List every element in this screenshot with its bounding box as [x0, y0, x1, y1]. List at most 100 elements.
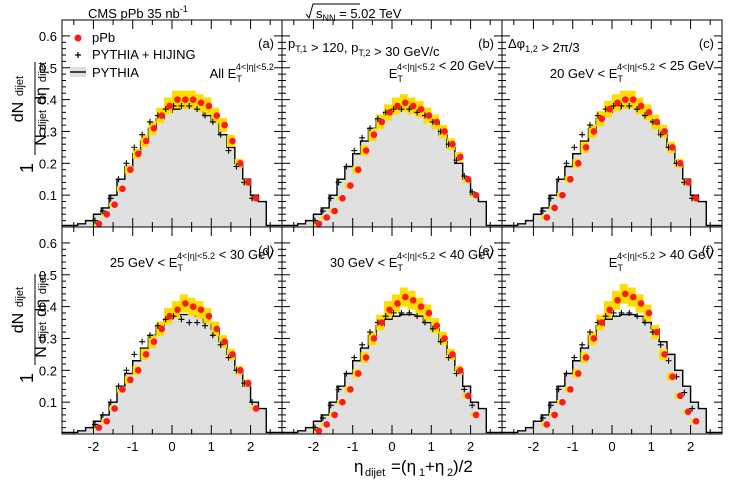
ppb-point: [315, 220, 323, 228]
pythia-hijing-point: [351, 147, 358, 154]
pythia-line: [502, 313, 722, 434]
y-tick-label: 0.5: [39, 61, 57, 76]
ppb-point: [166, 102, 173, 110]
pythia-hijing-point: [178, 316, 185, 323]
pythia-hijing-point: [539, 208, 546, 215]
svg-text:dη: dη: [33, 87, 50, 105]
ppb-point: [449, 351, 456, 358]
ppb-point: [197, 99, 205, 107]
ppb-point: [402, 293, 409, 301]
pythia-hijing-point: [437, 338, 444, 345]
pythia-fill: [502, 314, 722, 434]
pythia-hijing-point: [217, 341, 224, 348]
pythia-hijing-point: [115, 383, 122, 390]
ppb-point: [574, 370, 582, 377]
ppb-point: [166, 312, 173, 320]
ppb-point: [543, 214, 551, 221]
ppb-point: [441, 335, 448, 342]
ppb-point: [111, 405, 118, 412]
pythia-hijing-point: [359, 134, 366, 141]
pythia-fill: [62, 107, 282, 227]
ppb-point: [692, 417, 700, 425]
pythia-hijing-point: [107, 399, 114, 406]
x-tick-label: -1: [567, 439, 579, 454]
legend-ppb-marker: [74, 34, 82, 42]
legend-pythia-label: PYTHIA: [92, 65, 139, 80]
ppb-point: [457, 153, 464, 161]
pythia-hijing-point: [398, 106, 405, 113]
svg-text:dijet: dijet: [37, 110, 49, 130]
y-tick-label: 0.2: [39, 156, 57, 171]
ppb-point: [134, 367, 142, 374]
ppb-point: [433, 118, 441, 126]
pythia-hijing-point: [610, 102, 617, 109]
energy-label: sNN = 5.02 TeV: [305, 3, 402, 23]
ppb-point: [677, 392, 684, 400]
pythia-hijing-point: [547, 195, 554, 202]
panel-annotation-text: 20 GeV < ET4<|η|<5.2 < 25 GeV: [550, 58, 714, 84]
ppb-point: [590, 335, 598, 342]
ppb-point: [677, 160, 684, 167]
pythia-hijing-point: [618, 102, 625, 109]
pythia-hijing-point: [343, 163, 350, 170]
pythia-hijing-point: [107, 195, 114, 202]
ppb-point: [103, 417, 111, 425]
ppb-point: [629, 293, 637, 301]
ppb-point: [213, 325, 221, 333]
panel-letter: (f): [702, 243, 714, 258]
header: CMS pPb 35 nb-1 sNN = 5.02 TeV: [88, 3, 402, 23]
ppb-point: [229, 137, 236, 145]
pythia-hijing-point: [618, 309, 625, 316]
ppb-point: [472, 191, 480, 199]
panel-annotation-text: Δφ1,2 > 2π/3: [508, 36, 580, 55]
pythia-hijing-point: [186, 319, 193, 326]
ppb-point: [622, 96, 629, 103]
ppb-point: [614, 99, 621, 107]
pythia-hijing-point: [563, 160, 570, 167]
ppb-point: [378, 118, 386, 126]
ppb-point: [661, 128, 668, 135]
x-tick-label: 1: [428, 439, 435, 454]
x-tick-label: 0: [388, 439, 395, 454]
svg-text:dijet: dijet: [14, 76, 26, 96]
panels: 0.1 0.2 0.3 0.4 0.5 0.6 (a) All ET4<|η|<5.2 (b) p…: [39, 19, 723, 454]
ppb-point: [134, 150, 142, 158]
ppb-point: [472, 411, 480, 419]
pythia-hijing-point: [319, 415, 326, 422]
svg-text:N: N: [33, 134, 50, 146]
ppb-point: [637, 102, 645, 110]
svg-text:dijet: dijet: [37, 62, 49, 82]
pythia-hijing-point: [154, 322, 161, 329]
ppb-point: [370, 335, 378, 342]
y-tick-label: 0.1: [39, 395, 57, 410]
ppb-point: [409, 296, 417, 304]
svg-text:dN: dN: [10, 313, 27, 333]
svg-text:dijet: dijet: [14, 287, 26, 307]
ppb-point: [339, 195, 346, 202]
ppb-point: [221, 338, 228, 345]
x-tick-label: -1: [127, 439, 139, 454]
ppb-point: [354, 370, 362, 377]
svg-text:1: 1: [419, 467, 425, 479]
ppb-point: [582, 354, 590, 361]
pythia-hijing-point: [453, 370, 460, 377]
pythia-hijing-point: [579, 131, 586, 138]
pythia-hijing-point: [327, 195, 334, 202]
ppb-point: [182, 300, 189, 307]
ppb-point: [213, 112, 221, 119]
pythia-hijing-point: [563, 370, 570, 377]
svg-text:+η: +η: [425, 457, 444, 476]
ppb-point: [362, 354, 370, 361]
pythia-hijing-point: [469, 402, 476, 409]
pythia-hijing-point: [194, 106, 201, 113]
pythia-hijing-point: [217, 131, 224, 138]
pythia-hijing-point: [123, 367, 130, 374]
ppb-point: [417, 303, 425, 310]
x-tick-label: -2: [528, 439, 540, 454]
ppb-point: [669, 373, 676, 380]
ppb-point: [386, 306, 393, 314]
pythia-hijing-point: [202, 112, 208, 119]
pythia-hijing-point: [539, 415, 546, 422]
pythia-hijing-point: [99, 411, 106, 418]
ppb-point: [622, 290, 629, 298]
